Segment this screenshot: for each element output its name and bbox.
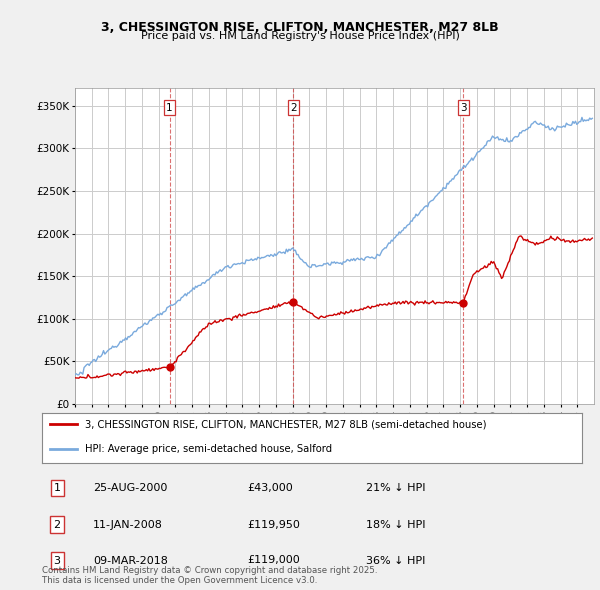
Text: 11-JAN-2008: 11-JAN-2008 [94,520,163,529]
Text: HPI: Average price, semi-detached house, Salford: HPI: Average price, semi-detached house,… [85,444,332,454]
Text: Contains HM Land Registry data © Crown copyright and database right 2025.
This d: Contains HM Land Registry data © Crown c… [42,566,377,585]
Text: 2: 2 [290,103,296,113]
Text: 21% ↓ HPI: 21% ↓ HPI [366,483,425,493]
Text: £119,950: £119,950 [247,520,300,529]
Text: 09-MAR-2018: 09-MAR-2018 [94,556,168,565]
Text: 25-AUG-2000: 25-AUG-2000 [94,483,167,493]
Text: Price paid vs. HM Land Registry's House Price Index (HPI): Price paid vs. HM Land Registry's House … [140,31,460,41]
Text: £43,000: £43,000 [247,483,293,493]
Text: 3, CHESSINGTON RISE, CLIFTON, MANCHESTER, M27 8LB (semi-detached house): 3, CHESSINGTON RISE, CLIFTON, MANCHESTER… [85,419,487,429]
Text: 2: 2 [53,520,61,529]
Text: 3, CHESSINGTON RISE, CLIFTON, MANCHESTER, M27 8LB: 3, CHESSINGTON RISE, CLIFTON, MANCHESTER… [101,21,499,34]
Text: 1: 1 [53,483,61,493]
Text: 1: 1 [166,103,173,113]
Text: 18% ↓ HPI: 18% ↓ HPI [366,520,425,529]
Text: £119,000: £119,000 [247,556,300,565]
Text: 3: 3 [53,556,61,565]
Text: 3: 3 [460,103,467,113]
Text: 36% ↓ HPI: 36% ↓ HPI [366,556,425,565]
